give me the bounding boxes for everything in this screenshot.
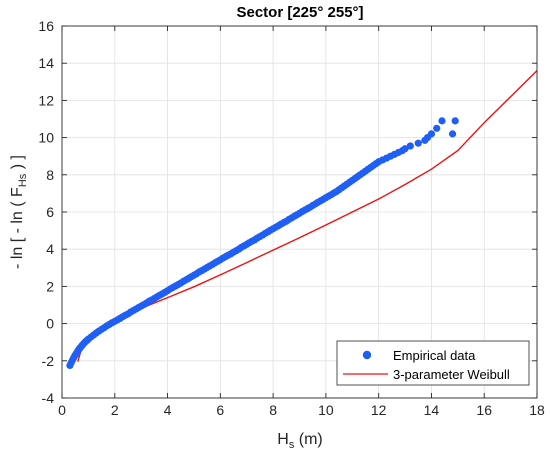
empirical-point xyxy=(451,117,459,125)
empirical-point xyxy=(433,124,441,132)
empirical-point xyxy=(438,117,446,125)
x-axis-label-tail: (m) xyxy=(294,431,322,448)
y-tick-label: 14 xyxy=(38,55,54,71)
y-tick-label: 4 xyxy=(46,241,54,257)
legend-label-empirical: Empirical data xyxy=(393,348,476,363)
x-tick-label: 6 xyxy=(216,402,224,418)
y-tick-label: -2 xyxy=(42,353,55,369)
legend: Empirical data 3-parameter Weibull xyxy=(336,340,530,386)
x-axis-label: Hs (m) xyxy=(277,431,323,451)
x-tick-label: 18 xyxy=(529,402,545,418)
x-tick-label: 14 xyxy=(424,402,440,418)
empirical-points-layer xyxy=(66,117,459,370)
y-tick-label: 0 xyxy=(46,316,54,332)
x-axis-label-subscript: s xyxy=(289,439,295,451)
empirical-point xyxy=(427,130,436,138)
y-tick-label: 8 xyxy=(46,167,54,183)
y-tick-label: -4 xyxy=(42,390,55,406)
y-tick-label: 2 xyxy=(46,278,54,294)
chart-title: Sector [225° 255°] xyxy=(236,4,363,21)
y-tick-label: 10 xyxy=(38,130,54,146)
x-tick-label: 12 xyxy=(371,402,387,418)
empirical-point xyxy=(448,130,457,138)
y-axis-label: - ln [ - ln ( FHs ) ] xyxy=(9,155,29,269)
axis-ticks: 0 2 4 6 8 10 12 14 16 18 -4 -2 0 2 4 6 8 10 12 14 16 xyxy=(38,18,545,418)
x-tick-label: 4 xyxy=(164,402,172,418)
empirical-point xyxy=(406,142,414,150)
x-axis-label-main: H xyxy=(277,431,289,448)
empirical-point xyxy=(401,145,409,153)
y-axis-label-tail: ) ] xyxy=(9,155,26,174)
x-tick-label: 16 xyxy=(476,402,492,418)
y-axis-label-main: - ln [ - ln ( F xyxy=(9,187,26,269)
y-axis-label-subscript: Hs xyxy=(17,173,29,187)
legend-marker-empirical xyxy=(362,350,372,360)
y-tick-label: 16 xyxy=(38,18,54,34)
x-tick-label: 2 xyxy=(111,402,119,418)
x-tick-label: 10 xyxy=(318,402,334,418)
empirical-point xyxy=(414,139,422,147)
x-tick-label: 0 xyxy=(58,402,66,418)
y-tick-label: 6 xyxy=(46,204,54,220)
legend-box xyxy=(336,340,530,386)
y-tick-label: 12 xyxy=(38,92,54,108)
legend-label-weibull: 3-parameter Weibull xyxy=(393,367,510,382)
x-tick-label: 8 xyxy=(269,402,277,418)
